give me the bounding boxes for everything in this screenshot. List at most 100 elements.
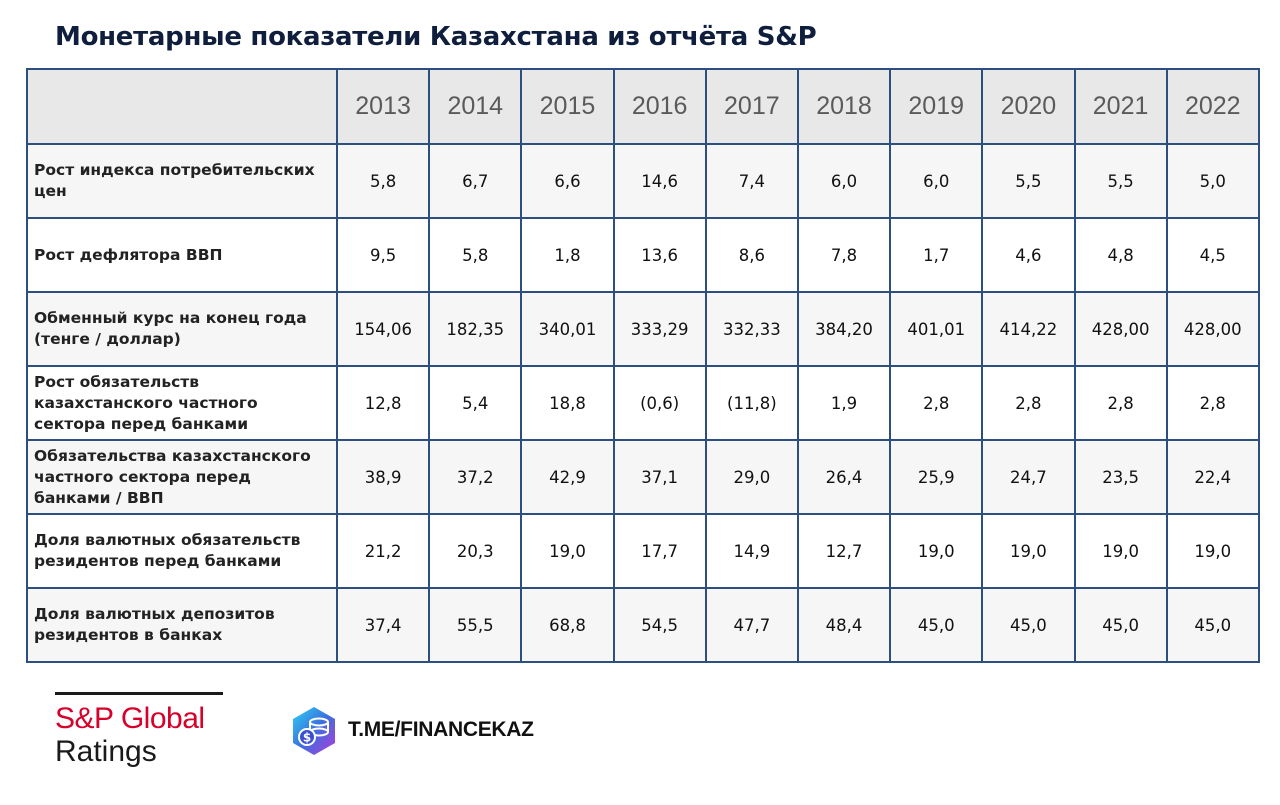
table-cell: 2,8 xyxy=(889,365,984,441)
table-cell: 4,8 xyxy=(1073,217,1168,293)
table-cell: (11,8) xyxy=(704,365,799,441)
table-cell: 17,7 xyxy=(612,513,707,589)
table-cell: 9,5 xyxy=(335,217,431,293)
column-header-2017: 2017 xyxy=(704,68,799,145)
row-label: Доля валютных депозитов резидентов в бан… xyxy=(26,587,338,663)
column-header-2020: 2020 xyxy=(981,68,1076,145)
table-cell: 42,9 xyxy=(520,439,615,515)
table-cell: 5,8 xyxy=(335,143,431,219)
table-body: Рост индекса потребительских цен 5,8 6,7 6,… xyxy=(26,143,1260,663)
table-cell: 154,06 xyxy=(335,291,431,367)
table-row: Обменный курс на конец года (тенге / дол… xyxy=(26,291,1260,367)
table-row: Рост индекса потребительских цен 5,8 6,7 6,… xyxy=(26,143,1260,219)
column-header-2018: 2018 xyxy=(796,68,892,145)
table-cell: 37,2 xyxy=(428,439,523,515)
table-cell: 48,4 xyxy=(796,587,892,663)
table-cell: 12,8 xyxy=(335,365,431,441)
table-cell: 5,8 xyxy=(428,217,523,293)
page-title: Монетарные показатели Казахстана из отчё… xyxy=(55,22,817,52)
table-cell: 45,0 xyxy=(1073,587,1168,663)
table-cell: 5,5 xyxy=(981,143,1076,219)
table-cell: 4,6 xyxy=(981,217,1076,293)
table-cell: 22,4 xyxy=(1165,439,1260,515)
table-cell: 2,8 xyxy=(981,365,1076,441)
row-label: Доля валютных обязательств резидентов пе… xyxy=(26,513,338,589)
table-cell: 21,2 xyxy=(335,513,431,589)
telegram-link[interactable]: T.ME/FINANCEKAZ xyxy=(348,718,534,741)
table-cell: 5,4 xyxy=(428,365,523,441)
column-header-2013: 2013 xyxy=(335,68,431,145)
table-cell: 18,8 xyxy=(520,365,615,441)
table-cell: 7,4 xyxy=(704,143,799,219)
table-cell: 29,0 xyxy=(704,439,799,515)
row-label: Обязательства казахстанского частного се… xyxy=(26,439,338,515)
table-cell: 19,0 xyxy=(520,513,615,589)
table-cell: 26,4 xyxy=(796,439,892,515)
table-cell: 23,5 xyxy=(1073,439,1168,515)
table-cell: 6,6 xyxy=(520,143,615,219)
table-cell: 55,5 xyxy=(428,587,523,663)
table-cell: (0,6) xyxy=(612,365,707,441)
table-cell: 47,7 xyxy=(704,587,799,663)
row-label: Рост дефлятора ВВП xyxy=(26,217,338,293)
table-cell: 8,6 xyxy=(704,217,799,293)
table-cell: 6,0 xyxy=(889,143,984,219)
brand-line-2: Ratings xyxy=(55,735,157,768)
table-cell: 68,8 xyxy=(520,587,615,663)
table-cell: 19,0 xyxy=(981,513,1076,589)
table-cell: 19,0 xyxy=(1073,513,1168,589)
table-row: Доля валютных обязательств резидентов пе… xyxy=(26,513,1260,589)
table-cell: 37,1 xyxy=(612,439,707,515)
svg-text:$: $ xyxy=(303,731,311,745)
table-cell: 12,7 xyxy=(796,513,892,589)
table-cell: 332,33 xyxy=(704,291,799,367)
row-label: Обменный курс на конец года (тенге / дол… xyxy=(26,291,338,367)
row-label: Рост обязательств казахстанского частног… xyxy=(26,365,338,441)
table-cell: 14,6 xyxy=(612,143,707,219)
table-header-row: 2013 2014 2015 2016 2017 2018 2019 2020 2021 2022 xyxy=(26,68,1260,145)
coins-dollar-icon: $ xyxy=(293,707,335,755)
table-cell: 38,9 xyxy=(335,439,431,515)
table-row: Обязательства казахстанского частного се… xyxy=(26,439,1260,515)
brand-line-1: S&P Global xyxy=(55,702,205,735)
table-cell: 45,0 xyxy=(981,587,1076,663)
table-cell: 5,5 xyxy=(1073,143,1168,219)
table-cell: 37,4 xyxy=(335,587,431,663)
table-cell: 19,0 xyxy=(1165,513,1260,589)
table-cell: 45,0 xyxy=(1165,587,1260,663)
table-row: Рост дефлятора ВВП 9,5 5,8 1,8 13,6 8,6 7,8 1,7… xyxy=(26,217,1260,293)
table-cell: 25,9 xyxy=(889,439,984,515)
table-cell: 428,00 xyxy=(1165,291,1260,367)
header-corner xyxy=(26,68,338,145)
table-cell: 401,01 xyxy=(889,291,984,367)
column-header-2022: 2022 xyxy=(1165,68,1260,145)
column-header-2019: 2019 xyxy=(889,68,984,145)
table-cell: 340,01 xyxy=(520,291,615,367)
table-cell: 20,3 xyxy=(428,513,523,589)
table-cell: 4,5 xyxy=(1165,217,1260,293)
column-header-2021: 2021 xyxy=(1073,68,1168,145)
table-cell: 6,0 xyxy=(796,143,892,219)
column-header-2016: 2016 xyxy=(612,68,707,145)
data-table: 2013 2014 2015 2016 2017 2018 2019 2020 2021 2022… xyxy=(26,68,1260,663)
table-cell: 54,5 xyxy=(612,587,707,663)
row-label: Рост индекса потребительских цен xyxy=(26,143,338,219)
column-header-2014: 2014 xyxy=(428,68,523,145)
table-cell: 333,29 xyxy=(612,291,707,367)
table-cell: 428,00 xyxy=(1073,291,1168,367)
table-cell: 14,9 xyxy=(704,513,799,589)
table-cell: 5,0 xyxy=(1165,143,1260,219)
table-cell: 7,8 xyxy=(796,217,892,293)
table-cell: 1,8 xyxy=(520,217,615,293)
table-row: Рост обязательств казахстанского частног… xyxy=(26,365,1260,441)
sp-global-ratings-logo: S&P Global Ratings xyxy=(55,692,223,769)
table-cell: 13,6 xyxy=(612,217,707,293)
table-cell: 384,20 xyxy=(796,291,892,367)
table-cell: 45,0 xyxy=(889,587,984,663)
table-cell: 2,8 xyxy=(1165,365,1260,441)
table-cell: 1,7 xyxy=(889,217,984,293)
table-cell: 2,8 xyxy=(1073,365,1168,441)
table-cell: 24,7 xyxy=(981,439,1076,515)
table-cell: 414,22 xyxy=(981,291,1076,367)
table-cell: 182,35 xyxy=(428,291,523,367)
